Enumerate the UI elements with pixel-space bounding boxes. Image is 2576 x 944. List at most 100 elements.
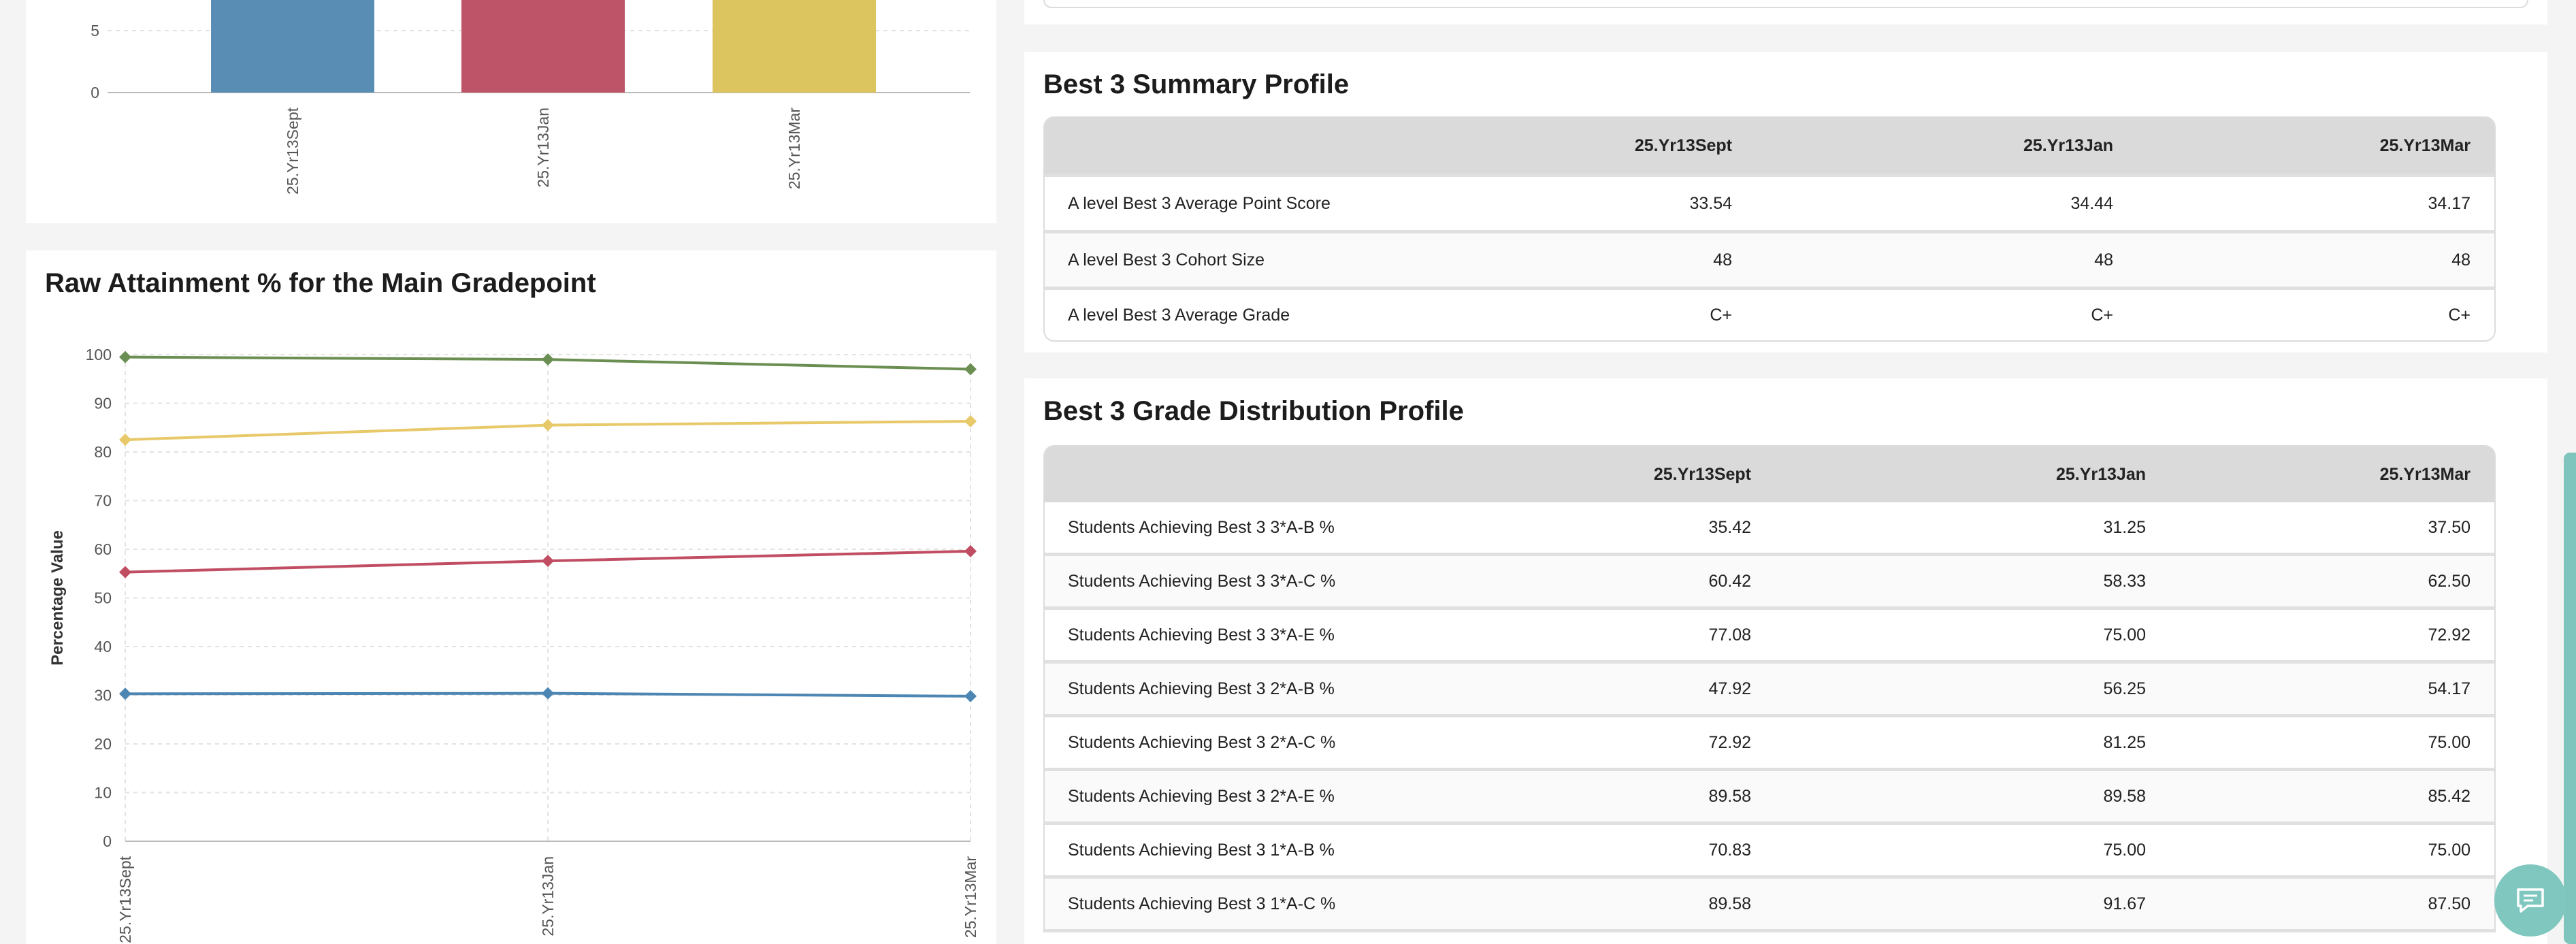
row-value: 60.42 xyxy=(1708,571,1751,591)
table-row: Students Achieving Best 3 3*A-E % 77.08 … xyxy=(1045,606,2494,660)
table-row: Students Achieving Best 3 1*A-C % 89.58 … xyxy=(1045,875,2494,932)
top-card-stub xyxy=(1024,0,2547,25)
summary-title: Best 3 Summary Profile xyxy=(1043,69,1350,99)
row-value: 58.33 xyxy=(2103,571,2146,591)
row-label: A level Best 3 Average Grade xyxy=(1068,305,1290,325)
row-value: 47.92 xyxy=(1708,679,1751,698)
row-value: 75.00 xyxy=(2103,625,2146,645)
table-row: Students Achieving Best 3 3*A-B % 35.42 … xyxy=(1045,502,2494,553)
y-axis-label: Percentage Value xyxy=(48,530,67,666)
row-value: 75.00 xyxy=(2428,840,2471,860)
y-tick-label: 80 xyxy=(94,443,112,461)
data-point xyxy=(964,689,977,702)
data-point xyxy=(119,434,131,446)
table-row: Students Achieving Best 3 2*A-E % 89.58 … xyxy=(1045,768,2494,821)
row-value: 31.25 xyxy=(2103,517,2146,537)
y-tick-label: 60 xyxy=(94,540,112,558)
y-tick-label: 50 xyxy=(94,589,112,607)
row-value: 91.67 xyxy=(2103,894,2146,913)
row-value: 75.00 xyxy=(2103,840,2146,860)
distribution-card: Best 3 Grade Distribution Profile 25.Yr1… xyxy=(1024,378,2547,944)
row-value: 89.58 xyxy=(1708,786,1751,806)
chat-button[interactable] xyxy=(2494,864,2566,937)
column-header-jan[interactable]: 25.Yr13Jan xyxy=(2023,135,2113,155)
column-header-mar[interactable]: 25.Yr13Mar xyxy=(2379,464,2471,484)
row-value: 35.42 xyxy=(1708,517,1751,537)
data-point xyxy=(119,566,131,579)
row-value: 70.83 xyxy=(1708,840,1751,860)
row-value: C+ xyxy=(2091,305,2113,325)
column-header-sept[interactable]: 25.Yr13Sept xyxy=(1634,135,1732,155)
row-value: 34.44 xyxy=(2070,193,2113,213)
bar xyxy=(211,0,374,93)
bar xyxy=(461,0,625,93)
table-row: Students Achieving Best 3 1*A-B % 70.83 … xyxy=(1045,821,2494,875)
row-value: 89.58 xyxy=(1708,894,1751,913)
y-tick-label: 90 xyxy=(94,395,112,412)
row-value: C+ xyxy=(1710,305,1732,325)
row-value: 87.50 xyxy=(2428,894,2471,913)
row-label: Students Achieving Best 3 2*A-B % xyxy=(1068,679,1335,698)
data-point xyxy=(119,687,131,700)
row-label: Students Achieving Best 3 3*A-C % xyxy=(1068,571,1336,591)
row-label: Students Achieving Best 3 1*A-B % xyxy=(1068,840,1335,860)
row-value: 37.50 xyxy=(2428,517,2471,537)
summary-table-header: 25.Yr13Sept 25.Yr13Jan 25.Yr13Mar xyxy=(1045,118,2494,174)
table-row: A level Best 3 Cohort Size 48 48 48 xyxy=(1045,230,2494,287)
row-value: 89.58 xyxy=(2103,786,2146,806)
x-tick-label: 25.Yr13Mar xyxy=(962,856,979,939)
table-row: Students Achieving Best 3 2*A-C % 72.92 … xyxy=(1045,714,2494,768)
line-chart-title: Raw Attainment % for the Main Gradepoint xyxy=(45,268,596,298)
y-tick-label: 5 xyxy=(91,22,99,39)
x-tick-label: 25.Yr13Sept xyxy=(116,856,134,943)
row-label: Students Achieving Best 3 3*A-B % xyxy=(1068,517,1335,537)
row-value: 54.17 xyxy=(2428,679,2471,698)
summary-table: 25.Yr13Sept 25.Yr13Jan 25.Yr13Mar A leve… xyxy=(1043,116,2496,342)
row-value: 33.54 xyxy=(1689,193,1732,213)
data-point xyxy=(542,687,554,700)
data-point xyxy=(964,414,977,427)
table-row: A level Best 3 Average Grade C+ C+ C+ xyxy=(1045,287,2494,340)
row-label: Students Achieving Best 3 3*A-E % xyxy=(1068,625,1335,645)
y-tick-label: 0 xyxy=(91,84,99,101)
column-header-jan[interactable]: 25.Yr13Jan xyxy=(2055,464,2146,484)
data-point xyxy=(542,419,554,432)
row-value: 85.42 xyxy=(2428,786,2471,806)
bar-chart: 5 0 25.Yr13Sept 25.Yr13Jan 25.Yr13Mar xyxy=(91,0,970,195)
x-tick-label: 25.Yr13Mar xyxy=(785,108,803,190)
row-value: 48 xyxy=(2094,250,2113,270)
line-chart: 0 10 20 30 40 50 60 70 80 90 100 25.Yr13Sept 25.Yr13… xyxy=(48,346,979,943)
line-chart-card: Raw Attainment % for the Main Gradepoint… xyxy=(26,250,996,944)
y-tick-label: 70 xyxy=(94,492,112,510)
y-tick-label: 10 xyxy=(94,784,112,802)
row-value: C+ xyxy=(2448,305,2471,325)
y-tick-label: 0 xyxy=(103,832,112,850)
row-value: 62.50 xyxy=(2428,571,2471,591)
scrollbar[interactable] xyxy=(2564,453,2576,944)
distribution-table-header: 25.Yr13Sept 25.Yr13Jan 25.Yr13Mar xyxy=(1045,446,2494,502)
y-tick-label: 40 xyxy=(94,638,112,655)
column-header-mar[interactable]: 25.Yr13Mar xyxy=(2379,135,2471,155)
data-point xyxy=(964,544,977,557)
table-row: A level Best 3 Average Point Score 33.54… xyxy=(1045,174,2494,230)
data-point xyxy=(119,351,131,363)
data-point xyxy=(542,555,554,568)
table-row: Students Achieving Best 3 2*A-B % 47.92 … xyxy=(1045,660,2494,714)
distribution-table: 25.Yr13Sept 25.Yr13Jan 25.Yr13Mar Studen… xyxy=(1043,445,2496,932)
y-tick-label: 30 xyxy=(94,687,112,704)
row-value: 56.25 xyxy=(2103,679,2146,698)
bar xyxy=(713,0,876,93)
y-tick-label: 20 xyxy=(94,735,112,753)
row-value: 72.92 xyxy=(1708,732,1751,752)
row-value: 34.17 xyxy=(2428,193,2471,213)
row-value: 48 xyxy=(2451,250,2471,270)
row-value: 75.00 xyxy=(2428,732,2471,752)
table-row: Students Achieving Best 3 3*A-C % 60.42 … xyxy=(1045,553,2494,606)
x-tick-label: 25.Yr13Jan xyxy=(534,108,552,188)
row-value: 81.25 xyxy=(2103,732,2146,752)
row-value: 72.92 xyxy=(2428,625,2471,645)
row-label: Students Achieving Best 3 1*A-C % xyxy=(1068,894,1336,913)
data-point xyxy=(964,363,977,376)
row-label: A level Best 3 Average Point Score xyxy=(1068,193,1331,213)
column-header-sept[interactable]: 25.Yr13Sept xyxy=(1653,464,1751,484)
